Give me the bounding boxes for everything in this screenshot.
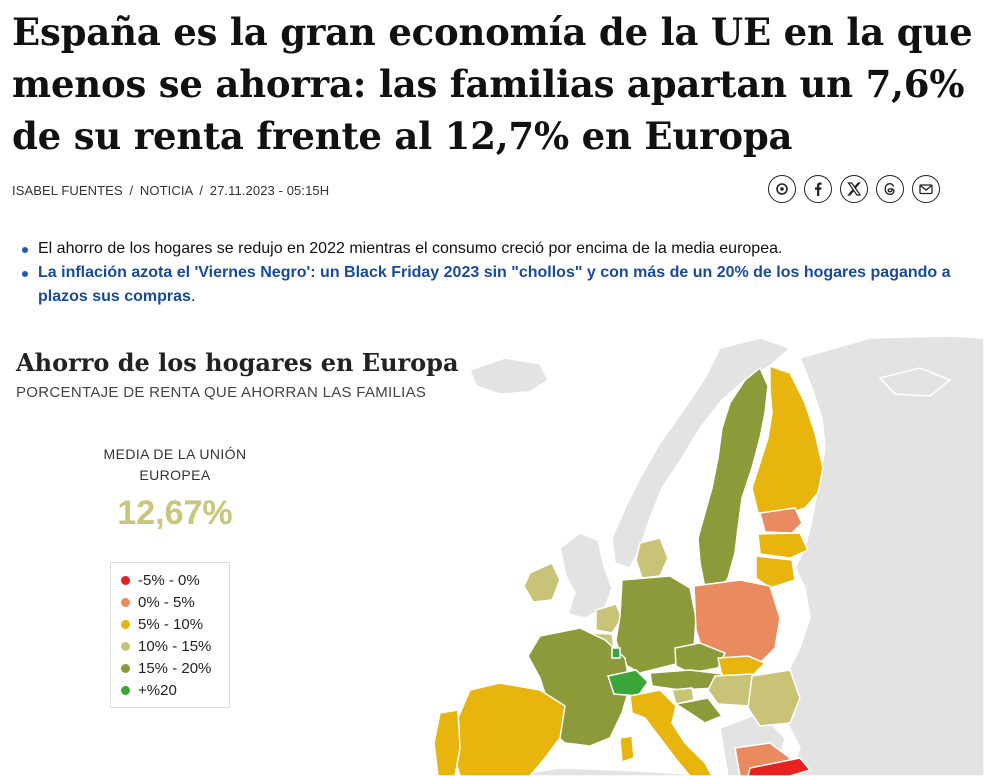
article-headline: España es la gran economía de la UE en l… [12,10,973,158]
legend-label: 0% - 5% [138,593,195,611]
czechia-shape [674,642,727,674]
summary-bullet-text: El ahorro de los hogares se redujo en 20… [38,240,783,257]
eu-average-value: 12,67% [117,494,233,532]
legend-swatch [121,685,130,695]
legend-item: 0% - 5% [121,591,229,613]
map-title: Ahorro de los hogares en Europa [16,348,459,377]
italy-shape [629,689,713,776]
romania-shape [747,669,801,727]
legend-swatch [121,641,130,651]
related-article-link[interactable]: La inflación azota el 'Viernes Negro': u… [38,264,951,305]
byline-separator: / [199,183,204,198]
north-africa-shape [509,767,701,776]
publish-datetime: 27.11.2023 - 05:15H [209,183,330,198]
cyprus-shape [747,757,812,776]
legend-label: -5% - 0% [138,571,200,589]
europe-map [433,335,984,776]
facebook-icon[interactable] [804,175,832,203]
legend-swatch [121,575,130,585]
byline: ISABEL FUENTES / NOTICIA / 27.11.2023 - … [12,183,329,198]
russia-east-shape [779,335,984,776]
iceland-shape [469,357,549,395]
x-icon[interactable] [840,175,868,203]
legend-swatch [121,663,130,673]
portugal-shape [433,709,461,776]
legend-label: 15% - 20% [138,659,212,677]
legend-item: +%20 [121,679,229,701]
summary-bullet: La inflación azota el 'Viernes Negro': u… [20,261,960,309]
legend-label: 10% - 15% [138,637,212,655]
share-bar [768,175,940,203]
legend-swatch [121,619,130,629]
bluesky-icon[interactable] [768,175,796,203]
byline-separator: / [129,183,134,198]
legend-item: 5% - 10% [121,613,229,635]
legend-item: 10% - 15% [121,635,229,657]
email-icon[interactable] [912,175,940,203]
norway-shape [611,337,792,569]
sardinia-shape [619,735,635,764]
slovakia-shape [717,655,767,677]
summary-bullet: El ahorro de los hogares se redujo en 20… [20,237,960,261]
article-section[interactable]: NOTICIA [139,183,193,198]
lithuania-shape [755,555,796,589]
estonia-shape [759,507,803,534]
map-legend: -5% - 0% 0% - 5% 5% - 10% 10% - 15% 15% … [110,562,230,708]
croatia-shape [674,697,724,724]
threads-icon[interactable] [876,175,904,203]
arctic-islands-shape [878,367,952,397]
summary-bullets: El ahorro de los hogares se redujo en 20… [20,237,960,309]
legend-label: 5% - 10% [138,615,204,633]
legend-swatch [121,597,130,607]
summary-bullet-tail: . [190,288,196,305]
netherlands-shape [595,603,623,634]
legend-item: 15% - 20% [121,657,229,679]
spain-shape [451,682,566,776]
legend-item: -5% - 0% [121,569,229,591]
denmark-shape [635,537,669,579]
author-name[interactable]: ISABEL FUENTES [12,183,123,198]
latvia-shape [757,532,810,559]
switzerland-shape [607,669,649,697]
legend-label: +%20 [138,681,177,699]
luxembourg-shape [611,647,621,659]
savings-map-figure: Ahorro de los hogares en Europa PORCENTA… [0,318,984,776]
uk-shape [559,532,613,619]
ireland-shape [523,562,561,603]
map-subtitle: PORCENTAJE DE RENTA QUE AHORRAN LAS FAMI… [16,384,427,401]
eu-average-label: MEDIA DE LA UNIÓN EUROPEA [103,446,247,483]
